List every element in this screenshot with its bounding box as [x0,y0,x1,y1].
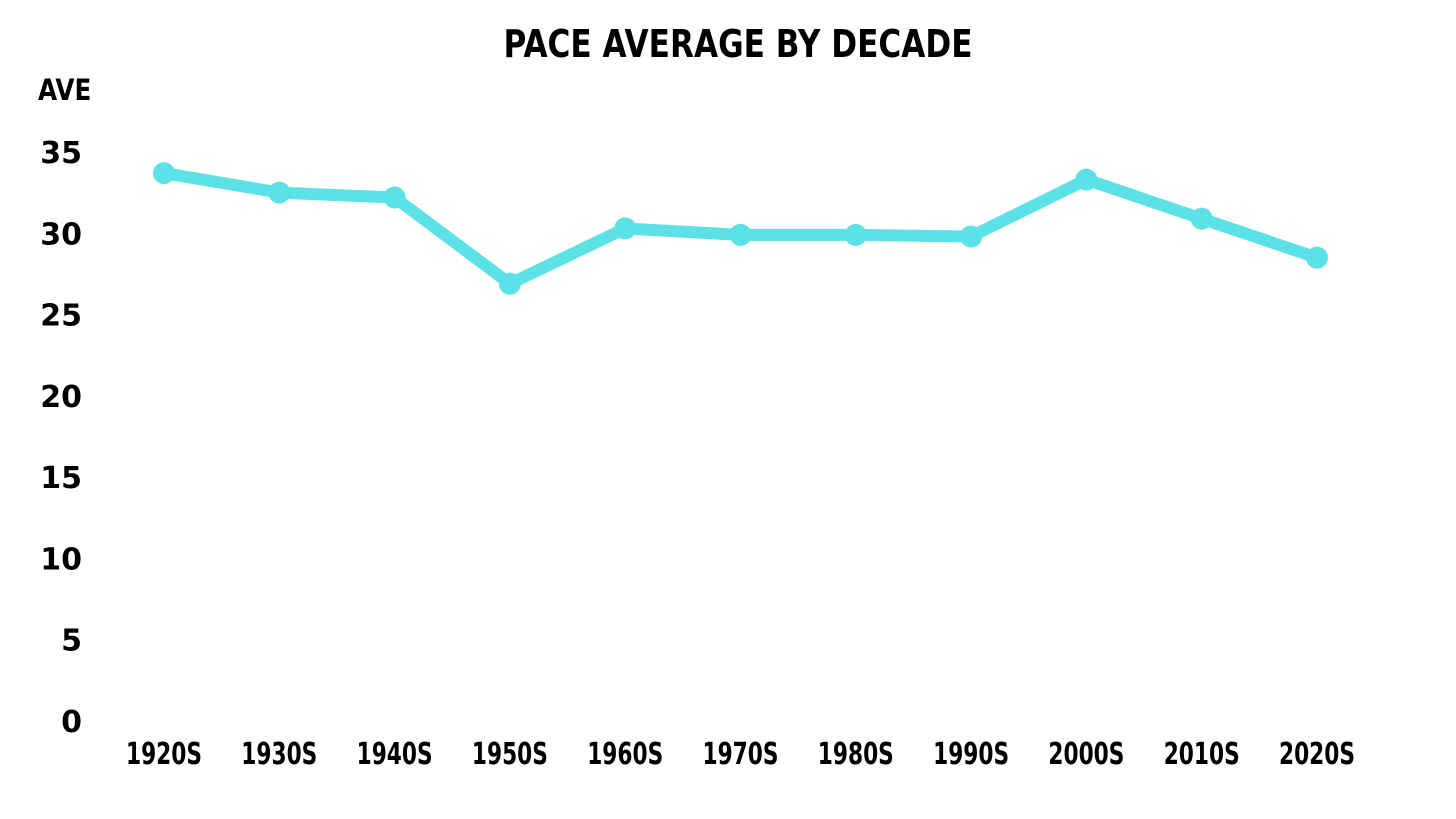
y-tick-label: 0 [61,705,82,740]
data-point [960,225,983,248]
chart-title: PACE AVERAGE BY DECADE [503,22,973,66]
x-tick-label: 1970S [703,737,779,772]
x-tick-label: 1950S [472,737,548,772]
x-tick-label: 2020S [1279,737,1355,772]
data-point [1190,207,1213,230]
x-tick-label: 1980S [818,737,894,772]
data-point [153,162,175,185]
x-tick-label: 2000S [1048,737,1124,772]
y-tick-label: 30 [40,217,82,252]
x-tick-label: 1920S [126,737,202,772]
data-point [1075,168,1098,191]
data-point [844,223,867,246]
x-tick-label: 1930S [241,737,317,772]
x-tick-label: 1940S [357,737,433,772]
x-tick-label: 1990S [933,737,1009,772]
y-axis-label: AVE [38,73,92,107]
x-tick-label: 1960S [587,737,663,772]
y-tick-label: 20 [40,380,82,415]
data-point [498,272,521,295]
data-point [729,223,752,246]
data-point [614,217,637,240]
y-tick-label: 25 [40,299,82,334]
y-tick-label: 35 [40,136,82,171]
y-tick-label: 10 [40,542,82,577]
data-point [1306,246,1328,269]
y-tick-label: 15 [40,461,82,496]
data-point [383,186,406,209]
x-tick-label: 2010S [1164,737,1240,772]
y-tick-label: 5 [61,624,82,659]
data-point [268,181,291,204]
